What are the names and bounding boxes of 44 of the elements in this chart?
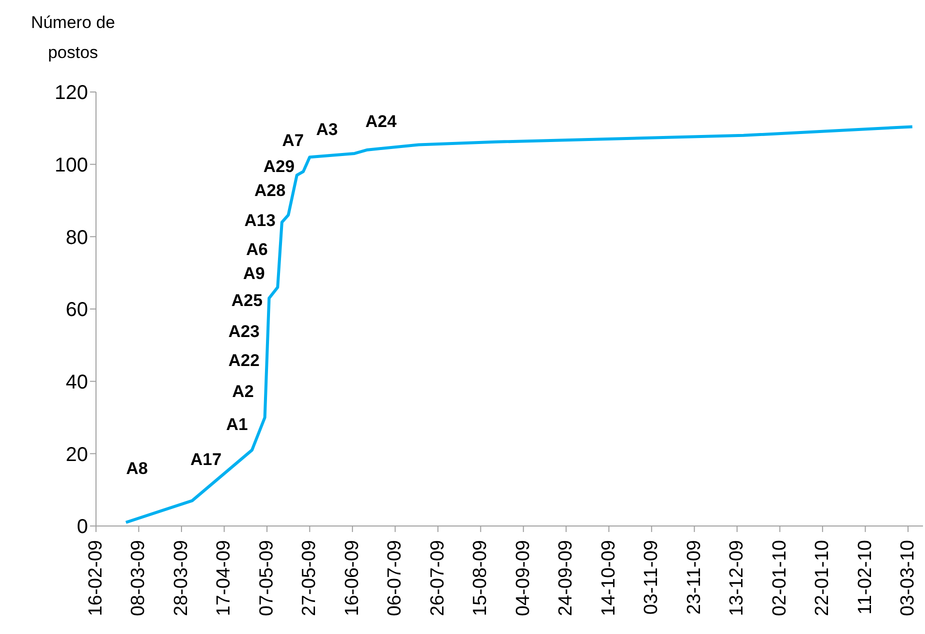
x-tick-label: 16-06-09 [342, 540, 363, 616]
annotation: A7 [282, 131, 304, 150]
annotation: A28 [253, 180, 287, 202]
x-tick-label: 04-09-09 [512, 540, 534, 616]
x-tick-label: 28-03-09 [170, 540, 192, 616]
annotation: A9 [242, 263, 266, 285]
x-tick-label: 27-05-09 [299, 540, 320, 616]
annotation: A1 [225, 414, 249, 436]
x-tick-label: 24-09-09 [556, 540, 577, 616]
x-tick-label: 13-12-09 [726, 540, 748, 616]
x-tick-label: 15-08-09 [470, 540, 492, 616]
y-tick-label: 100 [54, 154, 88, 176]
x-tick-label: 11-02-10 [854, 540, 876, 615]
x-tick-label: 16-02-09 [86, 540, 106, 616]
y-tick-label: 20 [66, 444, 88, 466]
y-tick-label: 40 [66, 371, 88, 394]
annotation: A6 [245, 239, 269, 261]
y-tick-label: 80 [66, 226, 88, 249]
x-tick-label: 14-10-09 [598, 540, 620, 616]
x-tick-label: 23-11-09 [684, 540, 705, 615]
annotation: A2 [231, 381, 255, 403]
line-series [124, 125, 914, 524]
x-tick-label: 22-01-10 [812, 540, 834, 616]
y-tick-label: 120 [54, 82, 88, 104]
annotation: A23 [227, 321, 261, 343]
annotation: A29 [262, 156, 296, 178]
annotation: A13 [243, 210, 277, 232]
x-tick-label: 08-03-09 [128, 540, 150, 616]
annotation: A24 [364, 111, 398, 133]
y-axis-title: Número de postos [30, 12, 116, 64]
x-tick-label: 03-11-09 [641, 540, 662, 615]
y-tick-label: 0 [76, 516, 88, 538]
x-tick-label: 07-05-09 [256, 540, 278, 616]
annotation: A17 [189, 449, 223, 471]
x-tick-label: 02-01-10 [769, 540, 790, 616]
x-tick-label: 17-04-09 [214, 540, 235, 616]
annotation: A3 [316, 120, 338, 139]
x-tick-label: 26-07-09 [427, 540, 448, 616]
annotation: A22 [227, 350, 261, 372]
annotation: A8 [125, 458, 149, 480]
annotation: A25 [230, 290, 264, 312]
x-tick-label: 03-03-10 [898, 540, 919, 616]
y-tick-label: 60 [66, 299, 88, 322]
x-tick-label: 06-07-09 [384, 540, 406, 616]
